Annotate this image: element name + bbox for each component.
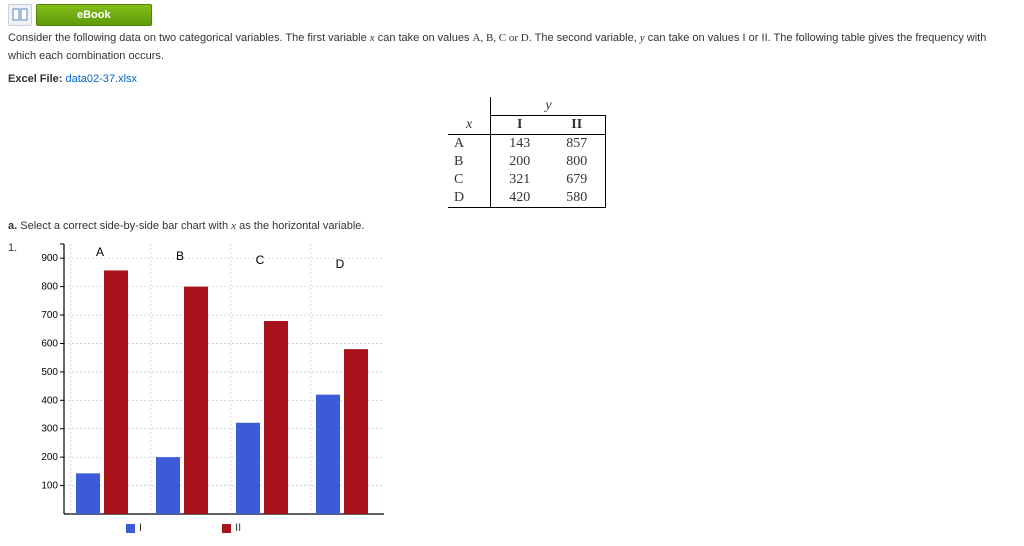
svg-text:600: 600 xyxy=(41,339,58,350)
svg-text:500: 500 xyxy=(41,367,58,378)
legend-item: II xyxy=(222,522,241,534)
svg-text:A: A xyxy=(96,245,104,259)
svg-text:B: B xyxy=(176,249,184,263)
ebook-button[interactable]: eBook xyxy=(36,4,152,26)
svg-text:200: 200 xyxy=(41,452,58,463)
book-icon xyxy=(8,4,32,26)
file-line: Excel File: data02-37.xlsx xyxy=(8,73,1016,85)
option-number: 1. xyxy=(8,238,26,534)
bar-chart: 100200300400500600700800900ABCD III xyxy=(26,238,388,534)
frequency-table: x y I II A143857 B200800 C321679 D420580 xyxy=(448,97,642,208)
svg-text:900: 900 xyxy=(41,253,58,264)
svg-text:C: C xyxy=(256,253,265,267)
svg-text:700: 700 xyxy=(41,310,58,321)
svg-text:D: D xyxy=(336,257,345,271)
svg-text:400: 400 xyxy=(41,396,58,407)
question-text: Consider the following data on two categ… xyxy=(8,30,1016,65)
svg-text:800: 800 xyxy=(41,282,58,293)
part-a: a. Select a correct side-by-side bar cha… xyxy=(8,220,1016,232)
svg-text:300: 300 xyxy=(41,424,58,435)
legend-item: I xyxy=(126,522,142,534)
svg-text:100: 100 xyxy=(41,481,58,492)
file-link[interactable]: data02-37.xlsx xyxy=(65,73,137,85)
